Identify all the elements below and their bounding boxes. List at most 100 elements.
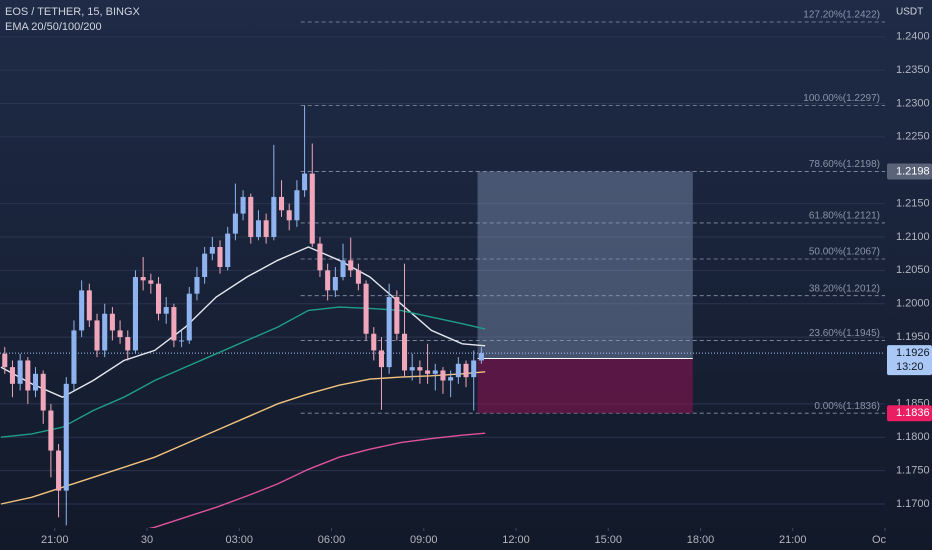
x-tick-label: 03:00 bbox=[225, 534, 253, 546]
fib-level-label: 0.00%(1.1836) bbox=[814, 401, 880, 412]
candle-body bbox=[271, 196, 277, 237]
target-zone bbox=[477, 171, 693, 359]
candle-body bbox=[209, 246, 215, 254]
x-tick-label: 15:00 bbox=[594, 534, 622, 546]
x-tick-label: Oc bbox=[872, 534, 887, 546]
candle-body bbox=[302, 173, 308, 191]
candle-body bbox=[102, 313, 108, 351]
candle-body bbox=[232, 213, 238, 234]
candle-body bbox=[17, 360, 23, 384]
candle-body bbox=[286, 210, 292, 221]
fib-level-label: 23.60%(1.1945) bbox=[809, 328, 880, 339]
y-tick-label: 1.2400 bbox=[896, 31, 930, 43]
candle-body bbox=[394, 297, 400, 334]
fib-level-label: 78.60%(1.2198) bbox=[809, 159, 880, 170]
candle-body bbox=[25, 360, 31, 391]
candle-body bbox=[225, 233, 231, 268]
candle-body bbox=[340, 260, 346, 278]
candle-body bbox=[109, 313, 115, 331]
candle-body bbox=[309, 173, 315, 244]
candle-body bbox=[325, 270, 331, 291]
target-price-tag: 1.2198 bbox=[896, 165, 930, 177]
stop-zone bbox=[477, 358, 693, 414]
candle-body bbox=[471, 360, 477, 378]
last-price-tag-bg bbox=[887, 345, 932, 376]
candle-body bbox=[163, 307, 169, 314]
y-tick-label: 1.2300 bbox=[896, 97, 930, 109]
candle-body bbox=[94, 320, 100, 351]
axes: 1.2400 1.2350 1.2300 1.2250 1.2150 1.2100 1.20… bbox=[41, 31, 932, 546]
candle-body bbox=[117, 330, 123, 338]
candle-body bbox=[125, 337, 131, 351]
y-axis-unit: USDT bbox=[896, 7, 923, 18]
y-tick-label: 1.2050 bbox=[896, 264, 930, 276]
y-tick-label: 1.1800 bbox=[896, 431, 930, 443]
grid bbox=[0, 36, 885, 505]
candle-body bbox=[378, 350, 384, 368]
fib-level-label: 50.00%(1.2067) bbox=[809, 247, 880, 258]
stop-price-tag: 1.1836 bbox=[896, 407, 930, 419]
ema-line bbox=[148, 432, 486, 528]
y-tick-label: 1.2000 bbox=[896, 298, 930, 310]
candle-body bbox=[179, 340, 185, 342]
candle-body bbox=[278, 196, 285, 211]
fib-level-label: 38.20%(1.2012) bbox=[809, 283, 880, 294]
target-price-tag-bg bbox=[887, 163, 932, 180]
plot-area: 127.20%(1.2422) 100.00%(1.2297) 78.60%(1.2… bbox=[0, 10, 885, 528]
candle-body bbox=[355, 270, 361, 284]
candle-body bbox=[79, 290, 85, 331]
candle-body bbox=[371, 333, 377, 351]
candle-body bbox=[363, 283, 369, 334]
candle-body bbox=[202, 253, 208, 278]
candle-body bbox=[425, 370, 431, 374]
candle-body bbox=[401, 333, 408, 371]
y-tick-label: 1.1750 bbox=[896, 465, 930, 477]
candle-body bbox=[478, 353, 484, 361]
x-tick-label: 18:00 bbox=[687, 534, 715, 546]
ema-line bbox=[0, 306, 486, 438]
y-tick-label: 1.2100 bbox=[896, 231, 930, 243]
candle-body bbox=[56, 450, 62, 491]
candle-body bbox=[240, 196, 246, 214]
x-tick-label: 21:00 bbox=[779, 534, 807, 546]
candle-body bbox=[255, 220, 261, 237]
stop-price-tag-bg bbox=[887, 405, 932, 422]
fib-level-label: 61.80%(1.2121) bbox=[809, 211, 880, 222]
candle-body bbox=[63, 383, 69, 491]
y-tick-label: 1.1950 bbox=[896, 331, 930, 343]
x-tick-label: 09:00 bbox=[410, 534, 438, 546]
candle-body bbox=[432, 370, 438, 374]
candle-body bbox=[332, 277, 338, 291]
candle-body bbox=[455, 363, 461, 378]
candle-body bbox=[32, 373, 39, 391]
candle-body bbox=[417, 367, 423, 371]
x-tick-label: 12:00 bbox=[502, 534, 530, 546]
y-tick-label: 1.2350 bbox=[896, 64, 930, 76]
candle-body bbox=[9, 367, 15, 384]
candle-body bbox=[155, 283, 162, 314]
candle-body bbox=[48, 410, 54, 451]
last-price-tag: 1.1926 bbox=[896, 347, 930, 359]
candle-body bbox=[317, 243, 323, 271]
fib-level-label: 127.20%(1.2422) bbox=[803, 10, 880, 21]
candle-body bbox=[171, 307, 177, 341]
candle-body bbox=[132, 277, 138, 351]
ema-line bbox=[0, 371, 486, 505]
candle-body bbox=[348, 260, 354, 271]
candle-body bbox=[463, 363, 469, 378]
candle-body bbox=[448, 377, 454, 381]
candle-body bbox=[194, 277, 200, 294]
last-price-tag-countdown: 13:20 bbox=[896, 361, 924, 373]
candle-body bbox=[148, 280, 154, 284]
candle-body bbox=[263, 220, 269, 237]
candle-body bbox=[248, 196, 254, 237]
y-tick-label: 1.1700 bbox=[896, 498, 930, 510]
x-tick-label: 30 bbox=[141, 534, 153, 546]
candle-body bbox=[40, 373, 46, 411]
candle-body bbox=[294, 190, 300, 221]
candle-body bbox=[2, 353, 8, 368]
candle-body bbox=[386, 297, 392, 368]
y-tick-label: 1.2250 bbox=[896, 131, 930, 143]
